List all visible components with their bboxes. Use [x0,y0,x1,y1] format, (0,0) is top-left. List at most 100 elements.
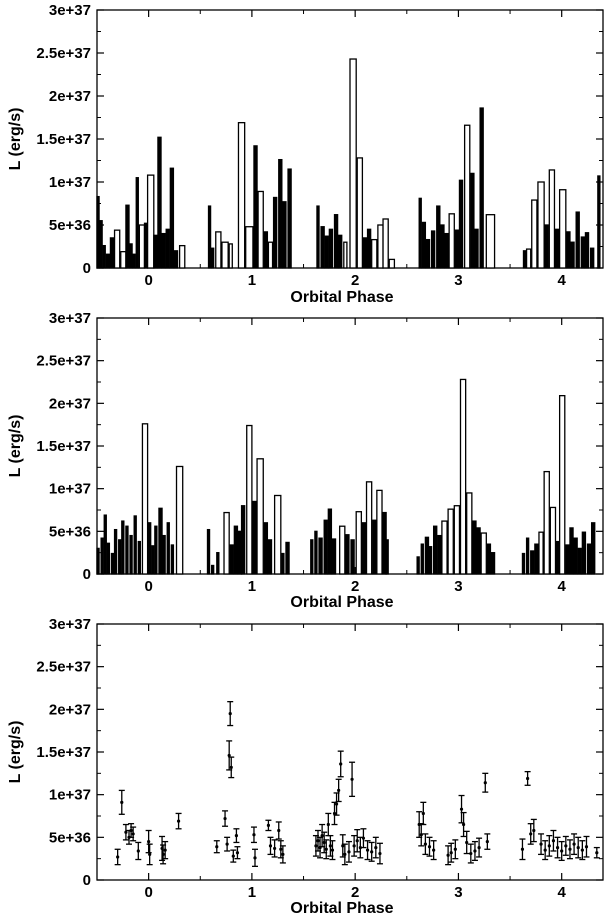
data-point [361,836,366,840]
data-point [572,842,576,846]
x-tick-label: 0 [144,272,152,289]
bar [310,539,314,575]
x-tick-label: 2 [351,884,359,901]
bar [229,544,234,575]
data-point [320,834,324,838]
bar [267,539,273,575]
data-point [136,849,140,853]
data-point [427,845,432,849]
data-point [161,852,165,857]
x-tick-label: 2 [351,272,359,289]
bar [257,190,264,269]
data-point [473,849,477,853]
bar [366,228,372,269]
x-axis-title: Orbital Phase [290,594,393,611]
bar [356,157,364,269]
bar [154,525,158,575]
panel-top: 0 5e+36 1e+37 1.5e+37 2e+37 2.5e+37 3e+37 0 1 2 3 4… [7,2,604,306]
data-point [485,840,489,844]
plot-frame [96,317,604,575]
bar [314,530,318,575]
data-point [316,839,320,843]
bar [558,189,567,269]
bar [252,500,257,575]
data-point [421,811,425,816]
bar [343,241,348,269]
bar [345,534,350,575]
data-point [234,834,239,838]
data-point [231,854,235,858]
bar [525,537,530,575]
bar [278,158,283,269]
data-point [576,845,580,850]
bar [430,230,436,269]
bar [584,232,590,269]
y-tick-label: 0 [83,872,91,889]
bar [129,534,133,575]
bar [138,224,146,269]
bar [281,552,285,575]
bar [100,537,104,575]
bar [486,543,492,575]
data-point [124,830,128,834]
data-point [147,840,151,844]
bar [470,172,475,269]
y-tick-label: 1e+37 [49,481,91,498]
bar [586,543,592,575]
bar [146,174,155,269]
data-point [176,819,181,823]
bar [132,253,136,269]
data-point [358,845,362,850]
data-point [432,848,436,852]
bar [151,545,155,575]
bar [327,508,333,575]
bar [133,515,137,575]
data-point [350,777,354,781]
bar [474,228,479,269]
y-axis-title: L (erg/s) [7,108,24,171]
data-point [131,832,135,836]
data-point [446,853,450,857]
bar [287,168,292,269]
bar [565,544,570,575]
bar [388,258,396,269]
bar [525,248,532,269]
bar [580,236,586,269]
data-point [355,839,359,843]
bar [447,508,454,575]
bar [566,231,571,269]
bar [577,547,582,575]
x-tick-label: 1 [248,578,256,595]
bar [337,234,343,269]
bar [531,199,538,269]
y-tick-label: 1e+37 [49,174,91,191]
y-tick-label: 3e+37 [49,616,91,633]
data-point [378,851,382,856]
data-point [324,847,328,851]
bar [228,243,233,269]
y-axis-title: L (erg/s) [7,415,24,478]
data-point [330,848,335,852]
bar [420,543,424,575]
data-point [223,816,227,821]
bar [490,552,496,575]
bar [328,228,334,269]
data-point [225,842,229,846]
bar [207,205,212,269]
y-tick-label: 0 [83,260,91,277]
bar [530,550,535,575]
bar [350,539,355,575]
data-point [334,802,339,806]
bar [267,241,274,269]
bar [320,226,325,269]
data-point [551,839,556,843]
y-tick-label: 2e+37 [49,701,91,718]
data-point [339,762,343,766]
bar [421,221,427,269]
y-tick-label: 1.5e+37 [36,744,91,761]
bar [361,522,367,575]
y-tick-label: 5e+36 [49,217,91,234]
bar [440,224,445,269]
data-point [281,852,285,857]
y-tick-label: 2.5e+37 [36,45,91,62]
